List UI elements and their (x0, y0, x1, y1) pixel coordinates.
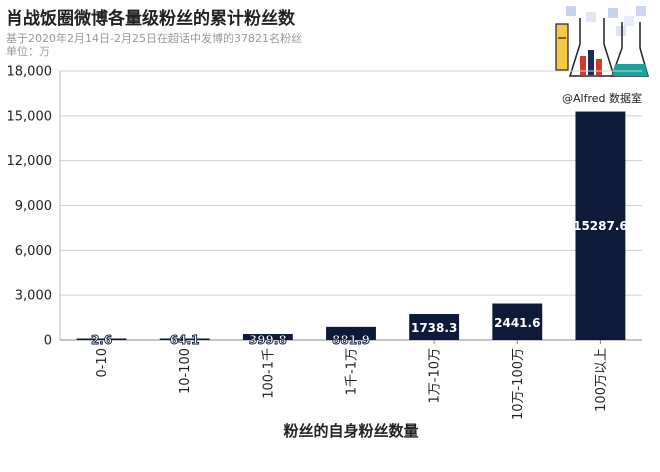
chart-subtitle: 基于2020年2月14日-2月25日在超话中发博的37821名粉丝 (6, 32, 302, 45)
y-tick-label: 6,000 (15, 244, 52, 259)
brand-credit: @Alfred 数据室 (562, 92, 642, 105)
grid-lines (60, 70, 642, 341)
y-tick-label: 0 (44, 334, 52, 349)
bar (242, 334, 293, 340)
y-tick-label: 12,000 (7, 154, 53, 169)
lab-flask-logo (555, 6, 649, 77)
bar (76, 338, 127, 340)
x-tick-label: 1千-1万 (345, 348, 360, 395)
y-tick-label: 15,000 (7, 109, 53, 124)
x-tick-label: 100-1千 (261, 348, 276, 399)
y-tick-label: 3,000 (15, 289, 52, 304)
y-tick-label: 18,000 (7, 65, 53, 80)
x-tick-label: 100万以上 (594, 348, 609, 412)
data-label: 15287.6 (573, 219, 628, 233)
x-tick-label: 0-10 (95, 348, 110, 378)
unit-label: 单位：万 (6, 45, 50, 58)
x-axis: 0-10 10-100 100-1千 1千-1万 1万-10万 10万-100万 100万以… (95, 340, 609, 420)
x-tick-label: 10万-100万 (511, 348, 526, 420)
bar (409, 314, 460, 340)
y-axis: 0 3,000 6,000 9,000 12,000 15,000 18,000 (7, 65, 642, 349)
data-label: 1738.3 (411, 321, 457, 335)
x-tick-label: 1万-10万 (428, 348, 443, 404)
bar (575, 111, 626, 340)
x-tick-label: 10-100 (178, 348, 193, 394)
bar (159, 338, 210, 340)
y-tick-label: 9,000 (15, 199, 52, 214)
bar (492, 303, 543, 340)
data-label: 2441.6 (494, 316, 540, 330)
bar (326, 326, 376, 340)
chart-title: 肖战饭圈微博各量级粉丝的累计粉丝数 (6, 9, 295, 29)
x-axis-title: 粉丝的自身粉丝数量 (283, 422, 418, 440)
